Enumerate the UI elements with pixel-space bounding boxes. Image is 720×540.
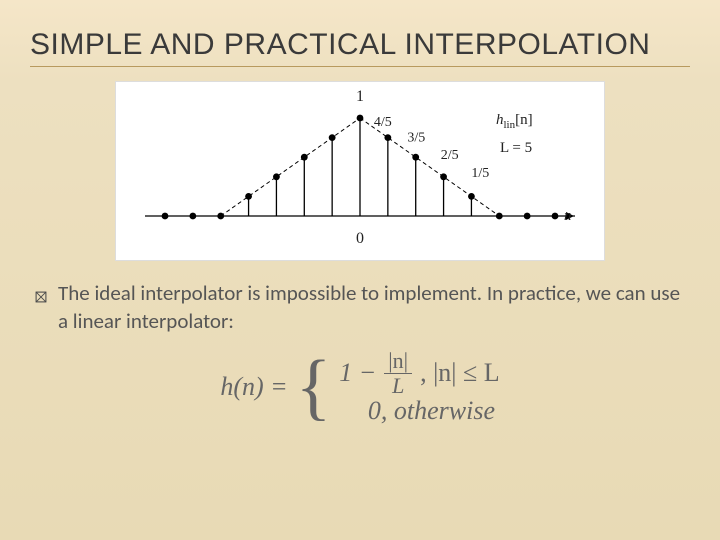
equation: h(n) = { 1 − |n| L , |n| ≤ L 0, otherwis… [30, 350, 690, 426]
svg-text:1/5: 1/5 [471, 166, 489, 181]
eq-lhs: h(n) = [220, 372, 287, 402]
y-bottom-label: 0 [126, 230, 594, 248]
eq-case-1: 1 − |n| L , |n| ≤ L [339, 350, 499, 397]
chart-inner: 4/5 3/5 2/5 1/5 hlin[n] L = 5 n [126, 108, 594, 228]
svg-text:2/5: 2/5 [441, 148, 459, 163]
slide: SIMPLE AND PRACTICAL INTERPOLATION 1 4/5… [0, 0, 720, 540]
brace-icon: { [296, 357, 332, 417]
h-lin-label: hlin[n] [496, 112, 533, 131]
L-label: L = 5 [500, 140, 532, 157]
eq-case1-cond: , |n| ≤ L [420, 359, 500, 388]
body-paragraph: The ideal interpolator is impossible to … [30, 279, 690, 336]
eq-case1-prefix: 1 − [339, 359, 376, 388]
eq-fraction: |n| L [384, 350, 412, 397]
y-top-label: 1 [126, 88, 594, 106]
svg-text:3/5: 3/5 [407, 131, 425, 146]
page-title: SIMPLE AND PRACTICAL INTERPOLATION [30, 28, 690, 67]
chart-container: 1 4/5 3/5 2/5 1/5 hlin[n] L = 5 n 0 [115, 81, 605, 261]
svg-text:4/5: 4/5 [374, 115, 392, 130]
body-text: The ideal interpolator is impossible to … [58, 280, 680, 334]
eq-cases: 1 − |n| L , |n| ≤ L 0, otherwise [339, 350, 499, 426]
eq-frac-den: L [392, 374, 404, 397]
eq-case-2: 0, otherwise [339, 397, 499, 426]
n-axis-label: n [564, 208, 572, 225]
bullet-icon [34, 283, 48, 297]
eq-frac-num: |n| [384, 350, 412, 374]
